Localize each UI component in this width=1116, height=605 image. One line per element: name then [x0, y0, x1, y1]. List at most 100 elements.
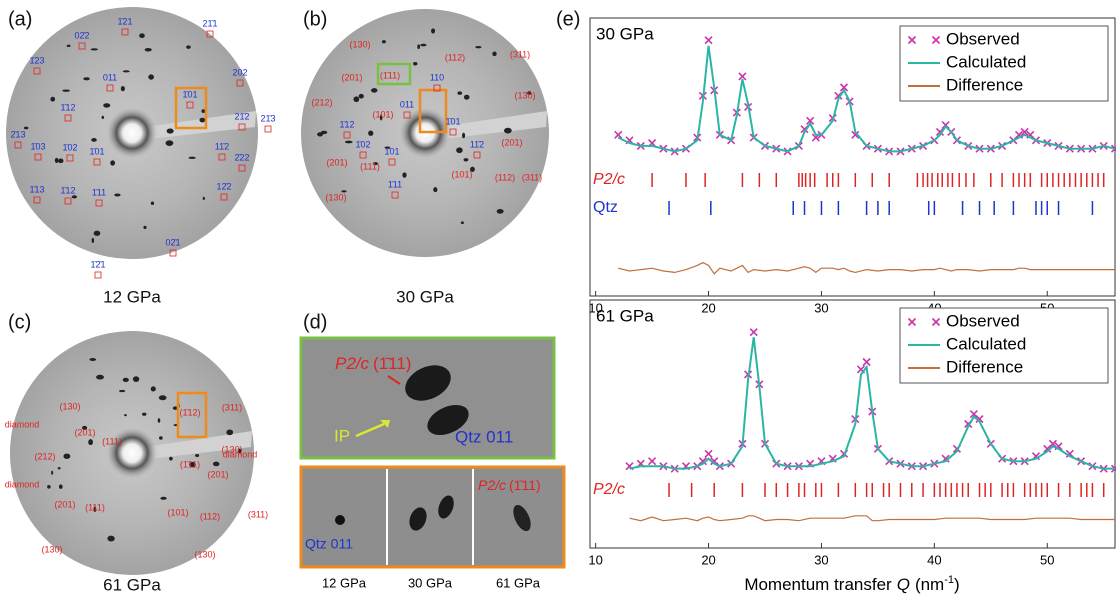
- diffraction-spot: [133, 376, 139, 382]
- pressure-label: 61 GPa: [103, 575, 161, 594]
- diffraction-spot: [123, 70, 130, 72]
- beam-center: [106, 427, 158, 479]
- diffraction-spot: [55, 158, 59, 163]
- diffraction-spot: [213, 462, 219, 467]
- qtz-label: Qtz 011: [455, 427, 513, 446]
- diffraction-spot: [431, 28, 435, 33]
- pressure-label: 61 GPa: [496, 575, 541, 590]
- diffraction-spot: [413, 62, 417, 65]
- spot-label: (112): [200, 511, 220, 521]
- diffraction-spot: [142, 413, 146, 416]
- spot-label: (111): [102, 436, 122, 446]
- spot-label: (101): [451, 169, 472, 179]
- diffraction-spot: [371, 88, 377, 92]
- spot-label: 2̄13: [10, 129, 25, 139]
- spot-label: diamond: [5, 479, 40, 489]
- spot-label: 1̄12: [60, 102, 75, 112]
- diffraction-spot: [123, 378, 129, 382]
- phase-label: P2/c(1̄11): [335, 354, 411, 373]
- spot-label: 02̄2: [74, 30, 89, 40]
- spot-label: (311): [510, 49, 530, 59]
- diffraction-spot: [368, 130, 373, 135]
- spot-label: (311): [222, 402, 242, 412]
- chart-title: 61 GPa: [596, 306, 654, 325]
- diffraction-spot: [417, 44, 420, 49]
- spot-label: 011: [103, 72, 117, 82]
- diffraction-spot: [59, 485, 63, 489]
- spot-label: (101): [372, 109, 393, 119]
- spot-label: (201): [74, 427, 95, 437]
- diffraction-spot: [166, 140, 174, 146]
- spot-label: (130): [41, 544, 62, 554]
- spot-label: 1̄01: [89, 146, 104, 156]
- diffraction-spot: [88, 439, 93, 445]
- diffraction-spot: [67, 45, 71, 47]
- legend-label: Difference: [946, 357, 1023, 376]
- diffraction-spot: [58, 467, 61, 469]
- diffraction-spot: [119, 390, 125, 392]
- diffraction-spot: [158, 418, 161, 422]
- panel-label: (b): [303, 8, 327, 30]
- diffraction-spot: [461, 221, 464, 224]
- legend-label: Calculated: [946, 334, 1026, 353]
- legend-label: Observed: [946, 311, 1020, 330]
- diffraction-spot: [107, 536, 114, 542]
- diffraction-spot: [148, 74, 154, 79]
- spot-label: 202: [232, 67, 247, 77]
- diffraction-spot: [102, 116, 104, 119]
- x-tick-label: 30: [814, 300, 828, 315]
- diffraction-spot: [114, 193, 120, 196]
- diffraction-spot: [90, 48, 98, 50]
- spot-label: 21̄2: [234, 111, 249, 121]
- spot-label: diamond: [5, 419, 40, 429]
- spot-label: 12̄2: [216, 181, 231, 191]
- diffraction-spot: [169, 457, 173, 461]
- observed-point: [750, 329, 757, 336]
- pressure-label: 30 GPa: [396, 287, 454, 306]
- diffraction-spot: [143, 226, 146, 229]
- spot-label: 21̄3: [260, 113, 275, 123]
- diffraction-spot: [63, 454, 70, 459]
- spot-label: 02̄1: [165, 237, 180, 247]
- spot-label: 11̄2: [470, 139, 484, 149]
- spot-label: (1̄11): [380, 70, 400, 80]
- spot-label: 1̄11: [92, 187, 106, 197]
- diffraction-spot: [92, 238, 94, 243]
- spot: [335, 515, 345, 525]
- panel-label: (c): [8, 311, 31, 333]
- diffraction-spot: [354, 96, 360, 102]
- diffraction-spot: [167, 129, 174, 134]
- spot-label: (212): [34, 451, 55, 461]
- diffraction-spot: [504, 128, 512, 134]
- spot-label: (111): [85, 502, 105, 512]
- spot-label: (201): [326, 157, 347, 167]
- panel-label: (a): [8, 8, 32, 30]
- diffraction-spot: [91, 138, 97, 142]
- spot-label: (311): [248, 509, 268, 519]
- spot-label: 1̄11: [388, 179, 402, 189]
- diffraction-spot: [151, 386, 156, 391]
- diffraction-spot: [345, 141, 353, 144]
- diffraction-spot: [103, 103, 110, 107]
- spot-label: 1̄23: [29, 55, 44, 65]
- spot-label: 1̄2̄1: [90, 259, 105, 269]
- spot-label: (201): [54, 499, 75, 509]
- spot-label: 110: [430, 72, 444, 82]
- observed-point: [615, 131, 622, 138]
- spot-label: 11̄2: [215, 141, 229, 151]
- spot-label: (201): [341, 72, 362, 82]
- diffraction-spot: [139, 33, 145, 38]
- diffraction-spot: [456, 147, 463, 153]
- diffraction-spot: [124, 414, 127, 416]
- reflection-label: Qtz: [593, 199, 618, 216]
- diffraction-spot: [121, 86, 125, 91]
- diffraction-spot: [463, 158, 468, 161]
- pressure-label: 12 GPa: [322, 575, 367, 590]
- legend-label: Calculated: [946, 52, 1026, 71]
- diffraction-spot: [145, 48, 152, 51]
- x-tick-label: 40: [927, 552, 941, 567]
- panel-label: (d): [303, 311, 327, 333]
- spot-label: (112): [495, 172, 515, 182]
